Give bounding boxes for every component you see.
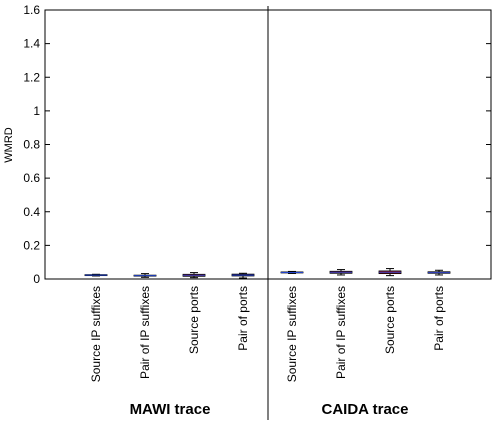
x-category-label: Pair of IP suffixes bbox=[138, 286, 152, 379]
y-tick-label: 1.2 bbox=[23, 70, 40, 84]
x-category-label: Pair of IP suffixes bbox=[334, 286, 348, 379]
y-tick-label: 0.2 bbox=[23, 238, 40, 252]
boxes-layer bbox=[84, 268, 451, 279]
y-tick-label: 0.6 bbox=[23, 171, 40, 185]
x-category-label: Source IP suffixes bbox=[89, 286, 103, 382]
y-tick-label: 1 bbox=[33, 104, 40, 118]
group-label: MAWI trace bbox=[130, 401, 211, 418]
y-tick-label: 1.4 bbox=[23, 37, 40, 51]
y-tick-label: 0.8 bbox=[23, 138, 40, 152]
group-labels: MAWI trace CAIDA trace bbox=[130, 401, 409, 418]
y-tick-label: 0 bbox=[33, 272, 40, 286]
y-tick-label: 1.6 bbox=[23, 3, 40, 17]
x-category-label: Source IP suffixes bbox=[285, 286, 299, 382]
x-category-label: Pair of ports bbox=[432, 286, 446, 351]
y-axis: 0 0.2 0.4 0.6 0.8 1 1.2 1.4 1.6 bbox=[23, 3, 491, 286]
y-axis-label: WMRD bbox=[3, 127, 15, 162]
x-category-label: Pair of ports bbox=[236, 286, 250, 351]
x-category-label: Source ports bbox=[187, 286, 201, 354]
y-tick-label: 0.4 bbox=[23, 205, 40, 219]
x-axis-labels: Source IP suffixes Pair of IP suffixes Sou… bbox=[89, 286, 446, 382]
x-category-label: Source ports bbox=[383, 286, 397, 354]
group-label: CAIDA trace bbox=[322, 401, 409, 418]
